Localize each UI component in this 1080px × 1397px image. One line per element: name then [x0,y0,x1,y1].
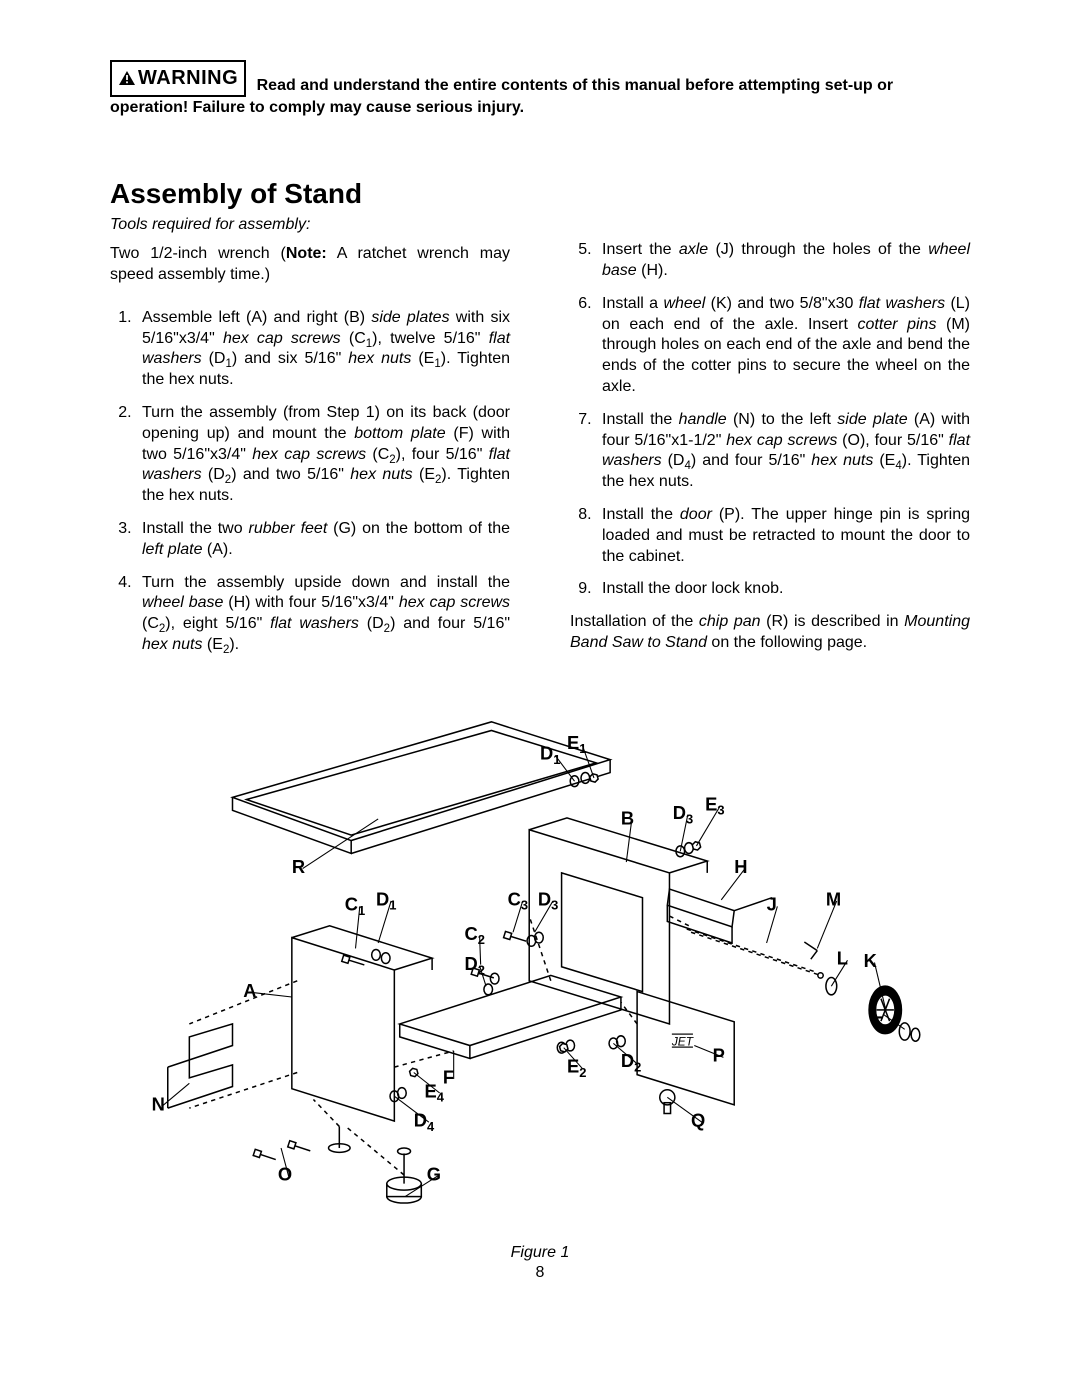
figure-1: JETRE1D1BD3E3HMJLKLC3D3C1D1C2D2AD2E2PQFE… [110,700,970,1282]
two-column-body: Two 1/2-inch wrench (Note: A ratchet wre… [110,240,970,670]
page-number: 8 [110,1264,970,1282]
section-title: Assembly of Stand [110,178,970,210]
column-left: Two 1/2-inch wrench (Note: A ratchet wre… [110,240,510,670]
svg-text:JET: JET [671,1034,694,1048]
step-7: Install the handle (N) to the left side … [596,410,970,493]
outro-paragraph: Installation of the chip pan (R) is desc… [570,612,970,654]
step-4: Turn the assembly upside down and instal… [136,573,510,656]
exploded-diagram: JETRE1D1BD3E3HMJLKLC3D3C1D1C2D2AD2E2PQFE… [130,700,950,1240]
svg-text:C1: C1 [345,893,365,917]
steps-list-left: Assemble left (A) and right (B) side pla… [110,308,510,656]
svg-text:D3: D3 [673,802,693,826]
svg-text:O: O [278,1163,292,1184]
svg-text:D1: D1 [376,888,396,912]
svg-text:N: N [152,1093,165,1114]
svg-text:M: M [826,888,841,909]
step-6: Install a wheel (K) and two 5/8"x30 flat… [596,294,970,398]
svg-text:C3: C3 [508,888,528,912]
svg-text:B: B [621,807,634,828]
steps-list-right: Insert the axle (J) through the holes of… [570,240,970,600]
svg-text:E1: E1 [567,732,586,756]
step-8: Install the door (P). The upper hinge pi… [596,505,970,567]
tools-required-line: Tools required for assembly: [110,216,970,234]
warning-triangle-icon [118,70,136,93]
intro-paragraph: Two 1/2-inch wrench (Note: A ratchet wre… [110,244,510,286]
svg-text:F: F [443,1066,454,1087]
svg-text:D3: D3 [538,888,558,912]
step-5: Insert the axle (J) through the holes of… [596,240,970,282]
svg-text:K: K [864,949,878,970]
column-right: Insert the axle (J) through the holes of… [570,240,970,670]
step-2: Turn the assembly (from Step 1) on its b… [136,403,510,507]
svg-text:P: P [713,1044,725,1065]
manual-page: WARNING Read and understand the entire c… [0,0,1080,1322]
step-1: Assemble left (A) and right (B) side pla… [136,308,510,391]
svg-text:E4: E4 [425,1080,445,1104]
svg-text:D4: D4 [414,1109,435,1133]
svg-text:A: A [243,980,256,1001]
step-9: Install the door lock knob. [596,579,970,600]
svg-text:J: J [767,893,777,914]
svg-text:D1: D1 [540,742,560,766]
warning-label-box: WARNING [110,60,246,97]
warning-block: WARNING Read and understand the entire c… [110,60,970,118]
svg-text:L: L [872,1001,883,1022]
svg-text:H: H [734,856,747,877]
svg-text:E2: E2 [567,1055,586,1079]
svg-text:E3: E3 [705,793,724,817]
svg-text:L: L [837,947,848,968]
svg-text:Q: Q [691,1109,705,1130]
svg-text:D2: D2 [464,953,484,977]
svg-text:C2: C2 [464,923,484,947]
figure-caption: Figure 1 [110,1244,970,1262]
svg-text:G: G [427,1163,441,1184]
step-3: Install the two rubber feet (G) on the b… [136,519,510,561]
warning-label-text: WARNING [138,67,238,89]
svg-text:R: R [292,856,305,877]
svg-text:D2: D2 [621,1050,641,1074]
